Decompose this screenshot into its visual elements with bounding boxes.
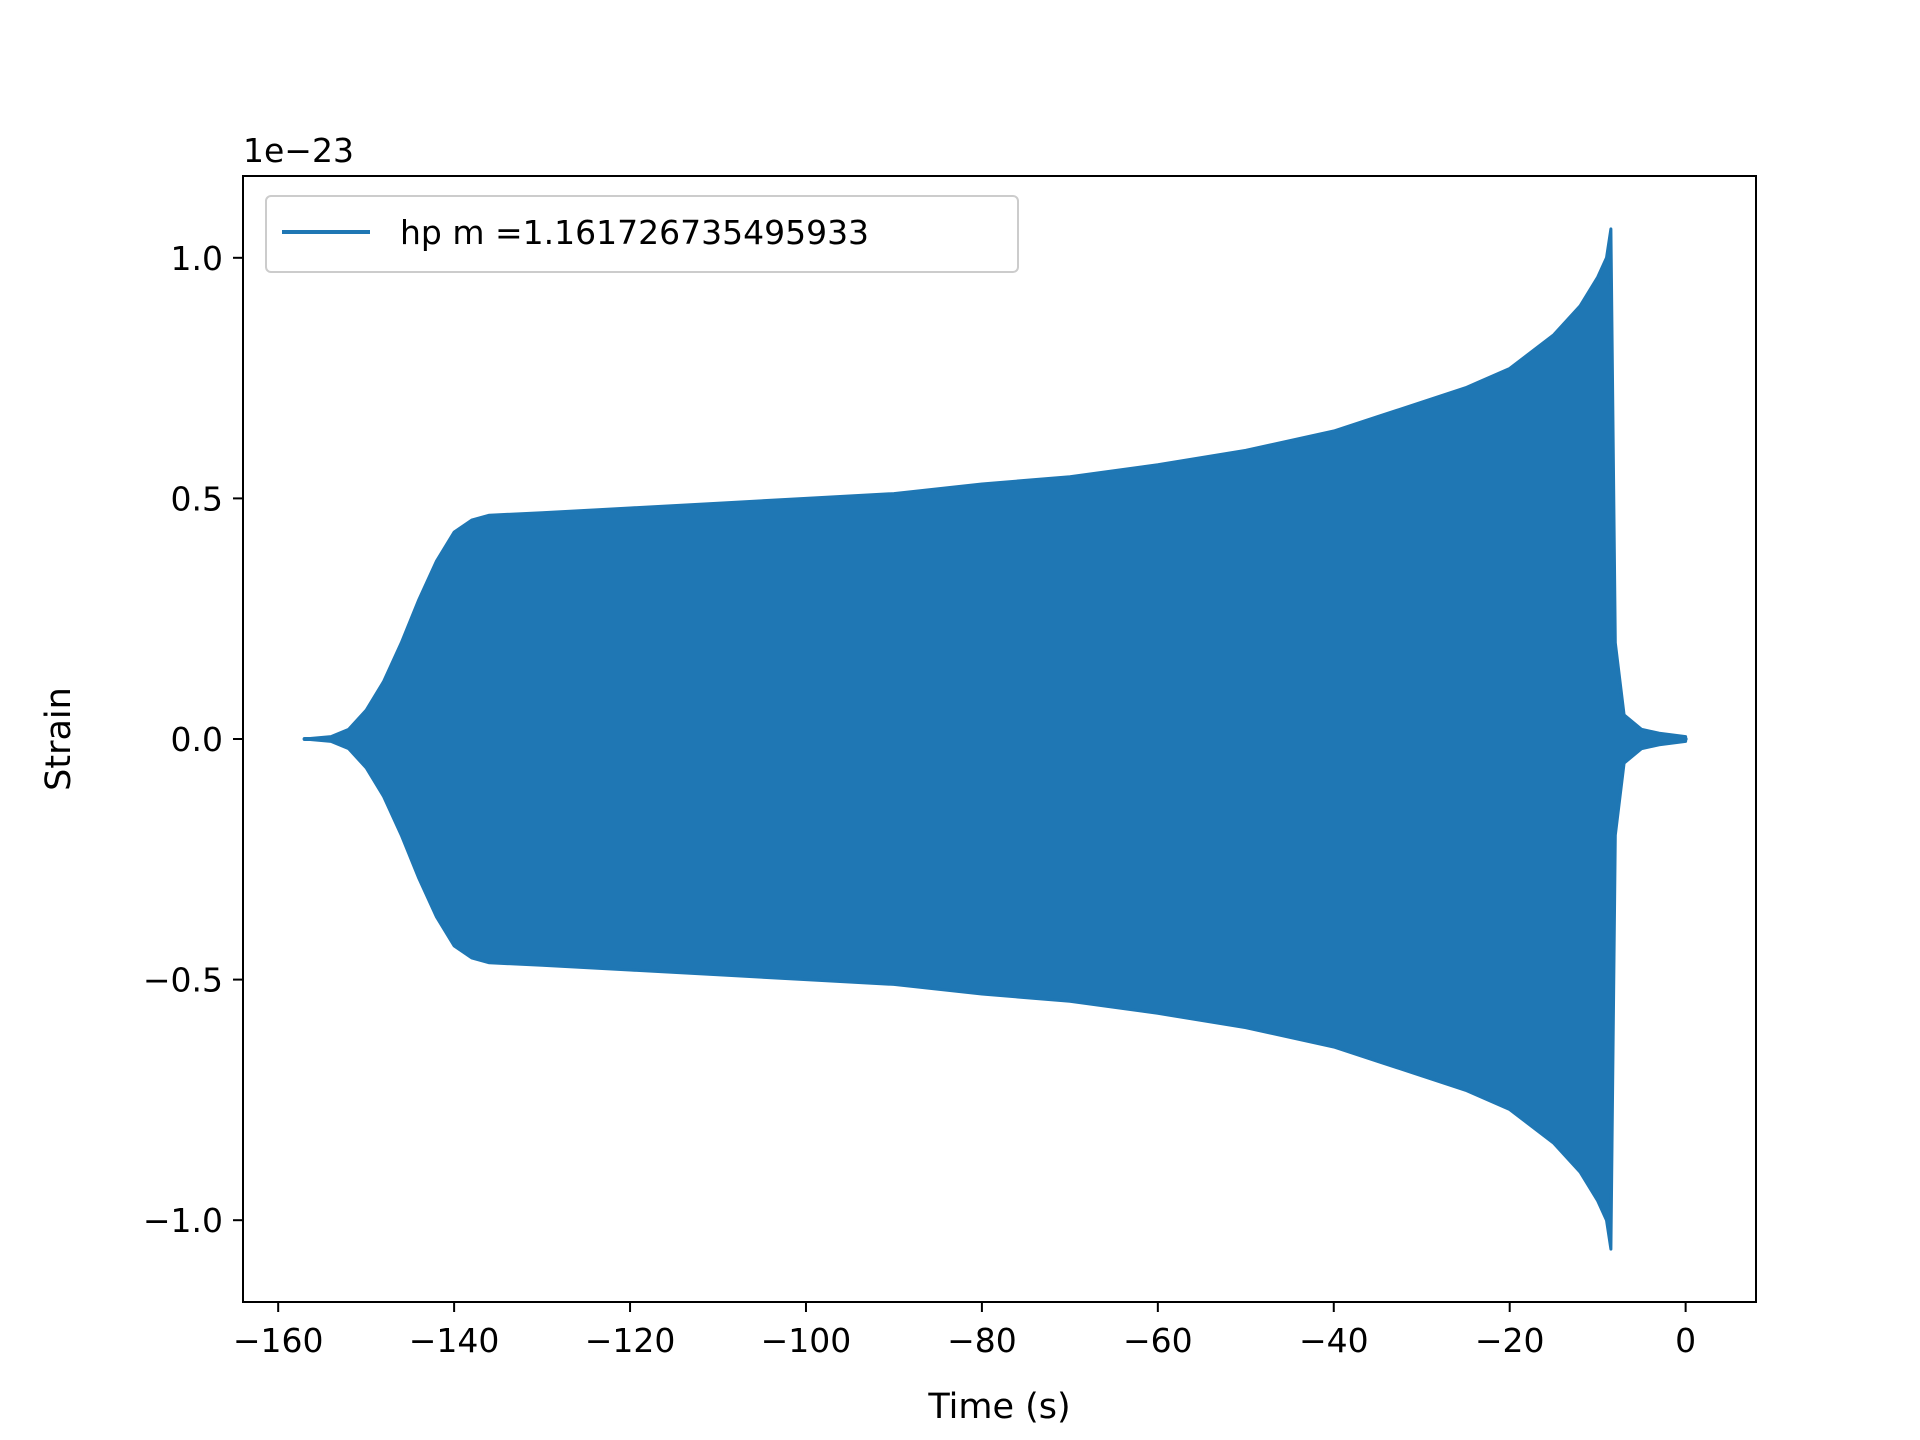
x-axis: −160 −140 −120 −100 −80 −60 −40 −20 0 — [233, 1302, 1696, 1360]
legend-box — [265, 195, 1019, 273]
y-tick-label: −0.5 — [143, 961, 223, 1000]
x-tick-label: 0 — [1675, 1321, 1696, 1360]
x-axis-label: Time (s) — [927, 1387, 1070, 1427]
y-axis-label: Strain — [39, 687, 79, 791]
series-layer — [302, 227, 1688, 1251]
y-tick-label: −1.0 — [143, 1201, 223, 1240]
x-tick-label: −120 — [585, 1321, 676, 1360]
y-axis: −1.0 −0.5 0.0 0.5 1.0 — [143, 239, 243, 1240]
x-tick-label: −20 — [1475, 1321, 1545, 1360]
x-tick-label: −60 — [1123, 1321, 1193, 1360]
x-tick-label: −140 — [409, 1321, 500, 1360]
x-tick-label: −80 — [947, 1321, 1017, 1360]
legend-label: hp m =1.161726735495933 — [400, 213, 869, 252]
x-tick-label: −160 — [233, 1321, 324, 1360]
y-tick-label: 0.0 — [171, 720, 223, 759]
y-tick-label: 0.5 — [171, 479, 223, 518]
x-tick-label: −40 — [1299, 1321, 1369, 1360]
plot-area — [242, 175, 1757, 1303]
x-tick-label: −100 — [761, 1321, 852, 1360]
legend: hp m =1.161726735495933 — [265, 195, 1019, 273]
y-tick-label: 1.0 — [171, 239, 223, 278]
y-axis-offset-label: 1e−23 — [243, 131, 354, 170]
